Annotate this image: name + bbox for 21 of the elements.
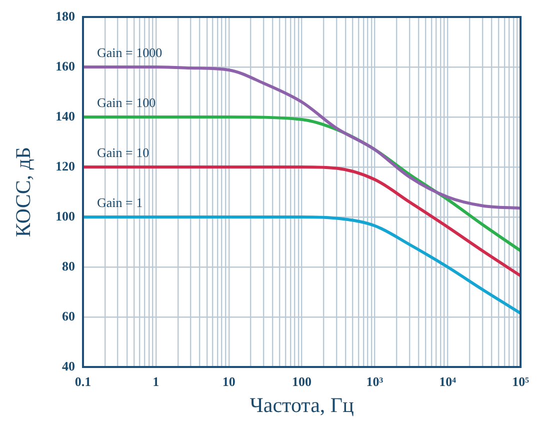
x-tick-label: 10³ [366, 374, 384, 390]
series-label: Gain = 1000 [97, 44, 162, 60]
y-tick-label: 100 [56, 208, 75, 224]
y-tick-label: 180 [56, 8, 75, 24]
y-axis-title: КОСС, дБ [11, 146, 36, 238]
x-tick-label: 100 [292, 374, 312, 390]
y-tick-label: 40 [62, 358, 75, 374]
x-axis-title: Частота, Гц [250, 392, 354, 417]
series-label: Gain = 100 [97, 94, 156, 110]
x-tick-label: 10⁴ [439, 374, 456, 390]
x-tick-label: 0.1 [74, 374, 92, 390]
series-label: Gain = 10 [97, 144, 150, 160]
series-label: Gain = 1 [97, 194, 143, 210]
y-tick-label: 160 [56, 58, 75, 74]
y-tick-label: 120 [56, 158, 75, 174]
x-tick-label: 1 [152, 374, 160, 390]
x-tick-label: 10 [222, 374, 236, 390]
y-tick-label: 60 [62, 308, 75, 324]
x-tick-label: 10⁵ [512, 374, 530, 390]
y-tick-label: 80 [62, 258, 75, 274]
y-tick-label: 140 [56, 108, 75, 124]
